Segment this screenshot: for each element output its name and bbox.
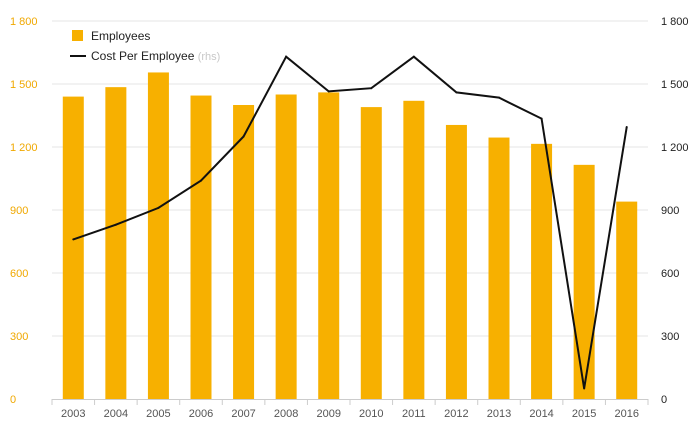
y-left-tick-label: 0 bbox=[10, 394, 16, 406]
x-tick-label: 2005 bbox=[146, 408, 170, 420]
y-left-tick-label: 1 800 bbox=[10, 16, 38, 28]
bar-employees bbox=[147, 72, 169, 399]
line-point-cost-per-employee bbox=[285, 55, 288, 58]
y-right-tick-label: 1 500 bbox=[661, 79, 689, 91]
gridlines bbox=[52, 20, 648, 337]
y-left-tick-label: 1 200 bbox=[10, 142, 38, 154]
legend-label-rhs-note: (rhs) bbox=[198, 51, 221, 63]
line-point-cost-per-employee bbox=[625, 126, 628, 129]
x-tick-label: 2016 bbox=[614, 408, 638, 420]
line-point-cost-per-employee bbox=[455, 91, 458, 94]
bar-employees bbox=[105, 87, 127, 400]
line-point-cost-per-employee bbox=[327, 90, 330, 93]
bar-employees bbox=[531, 143, 553, 399]
y-left-tick-label: 300 bbox=[10, 331, 28, 343]
bar-employees bbox=[488, 137, 510, 400]
cost-per-employee-line bbox=[72, 55, 628, 390]
legend: Employees Cost Per Employee (rhs) bbox=[70, 29, 220, 63]
bar-employees bbox=[233, 105, 255, 399]
line-point-cost-per-employee bbox=[540, 117, 543, 120]
y-right-tick-label: 900 bbox=[661, 205, 679, 217]
x-tick-label: 2003 bbox=[61, 408, 85, 420]
legend-label-cost-per-employee: Cost Per Employee (rhs) bbox=[91, 49, 220, 63]
x-tick-label: 2010 bbox=[359, 408, 383, 420]
line-cost-per-employee bbox=[72, 55, 628, 389]
legend-label-employees: Employees bbox=[91, 29, 150, 43]
line-point-cost-per-employee bbox=[583, 387, 586, 390]
line-point-cost-per-employee bbox=[412, 55, 415, 58]
bar-employees bbox=[275, 94, 297, 399]
bar-employees bbox=[360, 107, 382, 399]
bar-employees bbox=[573, 164, 595, 399]
line-point-cost-per-employee bbox=[242, 135, 245, 138]
line-point-cost-per-employee bbox=[200, 179, 202, 182]
x-tick-label: 2011 bbox=[402, 408, 426, 420]
x-tick-label: 2004 bbox=[104, 408, 128, 420]
bar-employees bbox=[318, 92, 340, 400]
bar-employees bbox=[445, 124, 467, 399]
x-tick-label: 2015 bbox=[572, 408, 596, 420]
y-right-tick-label: 600 bbox=[661, 268, 679, 280]
employees-bars bbox=[62, 72, 638, 400]
line-point-cost-per-employee bbox=[370, 87, 373, 90]
y-left-tick-label: 900 bbox=[10, 205, 28, 217]
x-tick-label: 2008 bbox=[274, 408, 298, 420]
line-point-cost-per-employee bbox=[498, 96, 500, 99]
line-point-cost-per-employee bbox=[157, 206, 160, 209]
axes: 0 300 600 900 1 200 1 500 1 800 0 300 600 900 1 200… bbox=[10, 16, 689, 420]
y-left-tick-label: 600 bbox=[10, 268, 28, 280]
x-tick-label: 2013 bbox=[487, 408, 511, 420]
bar-employees bbox=[616, 201, 638, 399]
y-right-tick-label: 300 bbox=[661, 331, 679, 343]
bar-employees bbox=[190, 95, 212, 400]
x-tick-label: 2007 bbox=[231, 408, 255, 420]
y-right-tick-label: 1 200 bbox=[661, 142, 689, 154]
x-tick-label: 2006 bbox=[189, 408, 213, 420]
legend-swatch-employees bbox=[72, 30, 83, 41]
x-tick-label: 2009 bbox=[316, 408, 340, 420]
legend-label-cost-text: Cost Per Employee bbox=[91, 49, 195, 63]
bar-employees bbox=[403, 100, 425, 400]
x-tick-label: 2012 bbox=[444, 408, 468, 420]
y-right-tick-label: 1 800 bbox=[661, 16, 689, 28]
x-tick-label: 2014 bbox=[529, 408, 553, 420]
y-right-tick-label: 0 bbox=[661, 394, 667, 406]
bar-employees bbox=[62, 96, 84, 399]
line-point-cost-per-employee bbox=[114, 223, 117, 226]
y-left-tick-label: 1 500 bbox=[10, 79, 38, 91]
line-point-cost-per-employee bbox=[72, 238, 75, 241]
